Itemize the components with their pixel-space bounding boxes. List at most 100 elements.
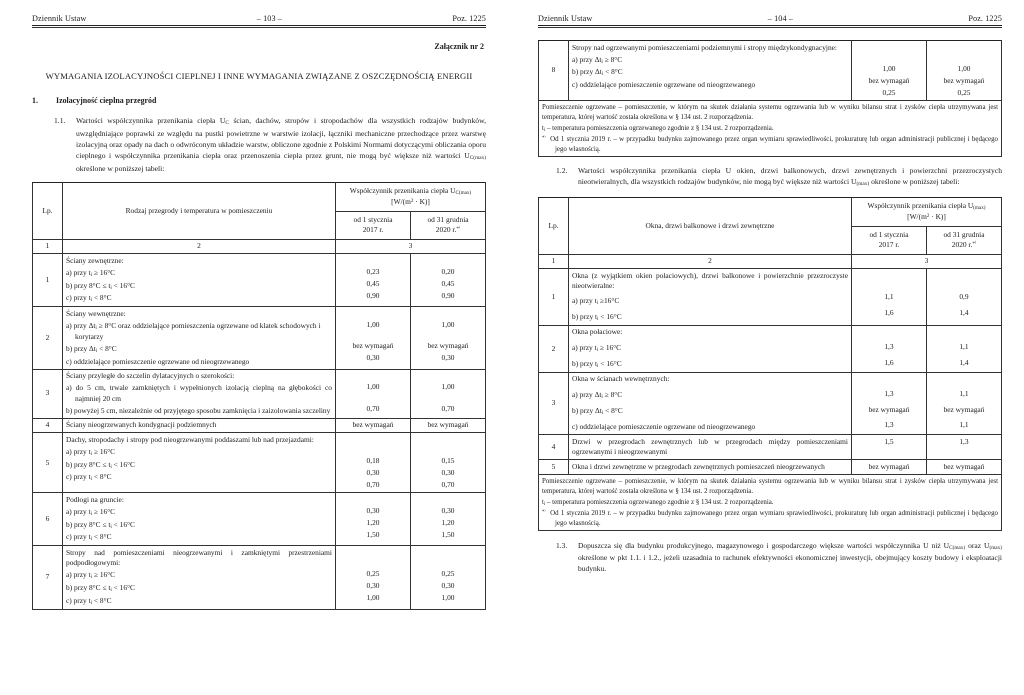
colnum-1: 1 <box>32 238 63 255</box>
row-value-a: 0,23 0,45 0,90 <box>335 253 411 308</box>
note-star-footnote: *⁾ Od 1 stycznia 2019 r. – w przypadku b… <box>542 509 998 527</box>
table-column-number-row: 1 2 3 <box>538 253 1003 270</box>
section-number: 1. <box>32 96 38 105</box>
row-value-a: 0,30 1,20 1,50 <box>335 492 411 547</box>
colnum-2: 2 <box>62 238 336 255</box>
table-notes-row: Pomieszczenie ogrzewane – pomieszczenie,… <box>538 100 1002 158</box>
running-head-rule <box>538 27 1002 28</box>
row-value-a: bez wymagań <box>335 417 411 434</box>
row-value-b: 0,15 0,30 0,70 <box>410 432 486 494</box>
header-lp: Lp. <box>32 181 63 240</box>
row-lp: 5 <box>538 459 569 475</box>
row-value-a: 1,3 1,6 <box>850 324 927 373</box>
row-value-a: 1,3 bez wymagań 1,3 <box>850 371 927 436</box>
row-value-a: 1,5 <box>850 434 927 461</box>
colnum-3: 3 <box>335 238 486 255</box>
table-row: 3 Ściany przyległe do szczelin dylatacyj… <box>32 368 486 419</box>
row-description: Drzwi w przegrodach zewnętrznych lub w p… <box>568 434 852 461</box>
row-value-b: 1,1 bez wymagań 1,1 <box>925 371 1003 436</box>
row-description: Dachy, stropodachy i stropy pod nieogrze… <box>62 432 336 494</box>
paragraph-number: 1.2. <box>556 166 568 176</box>
row-lp: 2 <box>32 306 63 370</box>
table-header-subrow: od 1 stycznia 2017 r. od 31 grudnia 2020 r… <box>539 225 1003 255</box>
paragraph-text: Dopuszcza się dla budynku produkcyjnego,… <box>578 541 1002 573</box>
section-heading-1: 1. Izolacyjność cieplna przegród <box>32 95 486 106</box>
colnum-1: 1 <box>538 253 569 270</box>
row-value-a: 1,00 bez wymagań 0,25 <box>851 39 927 102</box>
table-row: 5 Dachy, stropodachy i stropy pod nieogr… <box>32 432 486 494</box>
page-title: WYMAGANIA IZOLACYJNOŚCI CIEPLNEJ I INNE … <box>45 71 473 81</box>
colnum-2: 2 <box>568 253 852 270</box>
page-104: Dziennik Ustaw – 104 – Poz. 1225 8 Strop… <box>512 0 1024 695</box>
row-lp: 1 <box>32 253 63 308</box>
header-description: Okna, drzwi balkonowe i drzwi zewnętrzne <box>568 196 852 255</box>
row-value-b: 1,1 1,4 <box>925 324 1003 373</box>
table-row: 4 Drzwi w przegrodach zewnętrznych lub w… <box>538 434 1003 461</box>
header-lp: Lp. <box>538 196 569 255</box>
row-value-b: 0,20 0,45 0,90 <box>410 253 486 308</box>
row-value-a: 1,00 0,70 <box>335 368 411 419</box>
table-column-number-row: 1 2 3 <box>32 238 486 255</box>
row-description: Ściany wewnętrzne: a) przy Δti ≥ 8°C ora… <box>62 306 336 370</box>
row-value-a: 1,00 bez wymagań 0,30 <box>335 306 411 370</box>
row-value-b: 0,9 1,4 <box>925 268 1003 326</box>
row-lp: 2 <box>538 324 569 373</box>
row-lp: 4 <box>538 434 569 461</box>
row-lp: 8 <box>538 39 569 102</box>
table-row: 5 Okna i drzwi zewnętrzne w przegrodach … <box>538 459 1003 475</box>
table-row: 1 Ściany zewnętrzne: a) przy ti ≥ 16°C b… <box>32 253 486 308</box>
running-head-left: Dziennik Ustaw – 103 – Poz. 1225 <box>32 14 486 26</box>
table-notes-row: Pomieszczenie ogrzewane – pomieszczenie,… <box>538 473 1002 532</box>
row-value-a: bez wymagań <box>850 459 927 475</box>
annex-label: Załącznik nr 2 <box>434 42 484 51</box>
row-value-b: 1,00 bez wymagań 0,25 <box>926 39 1002 102</box>
row-value-b: 1,3 <box>925 434 1003 461</box>
header-description: Rodzaj przegrody i temperatura w pomiesz… <box>62 181 336 240</box>
page-103: Dziennik Ustaw – 103 – Poz. 1225 Załączn… <box>32 14 486 610</box>
row-value-a: 0,25 0,30 1,00 <box>335 545 411 610</box>
table-notes: Pomieszczenie ogrzewane – pomieszczenie,… <box>538 100 1002 158</box>
running-head-right: Dziennik Ustaw – 104 – Poz. 1225 <box>538 14 1002 26</box>
table-row: 6 Podłogi na gruncie: a) przy ti ≥ 16°C … <box>32 492 486 547</box>
row-lp: 3 <box>32 368 63 419</box>
table-row: 8 Stropy nad ogrzewanymi pomieszczeniami… <box>538 39 1002 102</box>
header-column-a: od 1 stycznia 2017 r. <box>850 225 927 255</box>
running-head-item: Poz. 1225 <box>968 14 1002 23</box>
row-lp: 4 <box>32 417 63 434</box>
spacer <box>538 157 1002 165</box>
row-description: Ściany przyległe do szczelin dylatacyjny… <box>62 368 336 419</box>
table-row: 2 Ściany wewnętrzne: a) przy Δti ≥ 8°C o… <box>32 306 486 370</box>
table-header-row: Lp. Rodzaj przegrody i temperatura w pom… <box>32 181 486 240</box>
row-value-b: 0,25 0,30 1,00 <box>410 545 486 610</box>
header-column-b: od 31 grudnia 2020 r.*⁾ <box>410 210 486 240</box>
row-description: Ściany nieogrzewanych kondygnacji podzie… <box>62 417 336 434</box>
row-lp: 3 <box>538 371 569 436</box>
row-value-b: 0,30 1,20 1,50 <box>410 492 486 547</box>
note-heated-room: Pomieszczenie ogrzewane – pomieszczenie,… <box>542 103 998 121</box>
row-description: Okna i drzwi zewnętrzne w przegrodach ze… <box>568 459 852 475</box>
paragraph-number: 1.3. <box>556 541 568 551</box>
paragraph-text: Wartości współczynnika przenikania ciepł… <box>76 116 486 173</box>
row-description: Stropy nad ogrzewanymi pomieszczeniami p… <box>568 39 852 102</box>
row-description: Stropy nad pomieszczeniami nieogrzewanym… <box>62 545 336 610</box>
paragraph-number: 1.1. <box>54 116 66 126</box>
row-lp: 5 <box>32 432 63 494</box>
paragraph-1-1: 1.1. Wartości współczynnika przenikania … <box>54 115 486 174</box>
row-description: Podłogi na gruncie: a) przy ti ≥ 16°C b)… <box>62 492 336 547</box>
note-ti-definition: ti – temperatura pomieszczenia ogrzewane… <box>542 498 774 507</box>
row-value-b: 1,00 bez wymagań 0,30 <box>410 306 486 370</box>
table-row: 2 Okna połaciowe: a) przy ti ≥ 16°C b) p… <box>538 324 1003 373</box>
table-row: 4 Ściany nieogrzewanych kondygnacji podz… <box>32 417 486 434</box>
row-description: Okna (z wyjątkiem okien połaciowych), dr… <box>568 268 852 326</box>
note-heated-room: Pomieszczenie ogrzewane – pomieszczenie,… <box>542 477 998 495</box>
table-row: 7 Stropy nad pomieszczeniami nieogrzewan… <box>32 545 486 610</box>
header-coefficient: Współczynnik przenikania ciepła UC(max)[… <box>335 181 486 212</box>
row-value-b: 1,00 0,70 <box>410 368 486 419</box>
row-description: Okna w ścianach wewnętrznych: a) przy Δt… <box>568 371 852 436</box>
note-ti-definition: ti – temperatura pomieszczenia ogrzewane… <box>542 124 774 133</box>
table-row: 3 Okna w ścianach wewnętrznych: a) przy … <box>538 371 1003 436</box>
row-value-b: bez wymagań <box>410 417 486 434</box>
running-head-page-number: – 103 – <box>256 14 282 23</box>
table-header-subrow: od 1 stycznia 2017 r. od 31 grudnia 2020 r… <box>33 210 486 240</box>
